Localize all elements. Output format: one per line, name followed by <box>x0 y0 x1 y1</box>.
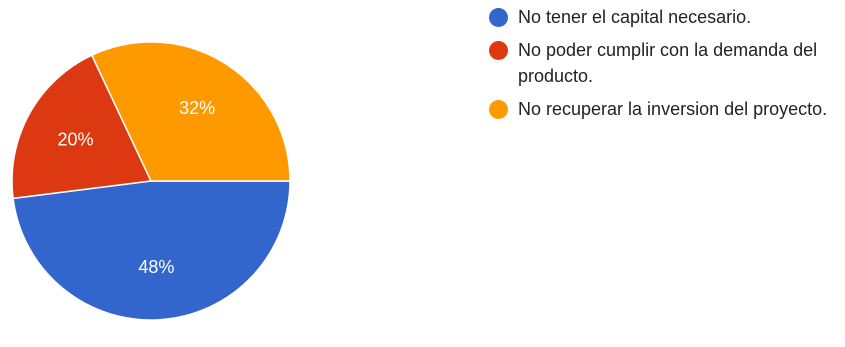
legend-item-demanda[interactable]: No poder cumplir con la demanda del prod… <box>489 37 839 89</box>
legend-item-capital[interactable]: No tener el capital necesario. <box>489 4 839 30</box>
legend-label-demanda: No poder cumplir con la demanda del prod… <box>518 40 818 86</box>
legend-label-capital: No tener el capital necesario. <box>518 7 752 27</box>
pie-slice-demanda[interactable] <box>11 54 153 200</box>
legend-swatch-capital <box>489 8 508 27</box>
slice-label-demanda: 20% <box>57 129 93 149</box>
slice-label-inversion: 32% <box>179 98 215 118</box>
pie-slice-capital[interactable] <box>12 180 291 321</box>
pie-chart: 48% 20% 32% <box>11 41 291 321</box>
legend-item-inversion[interactable]: No recuperar la inversion del proyecto. <box>489 96 839 122</box>
pie-slice-inversion[interactable] <box>90 41 291 182</box>
legend-swatch-inversion <box>489 100 508 119</box>
legend-swatch-demanda <box>489 41 508 60</box>
legend-label-inversion: No recuperar la inversion del proyecto. <box>518 99 828 119</box>
slice-label-capital: 48% <box>138 257 174 277</box>
legend: No tener el capital necesario. No poder … <box>489 4 839 129</box>
